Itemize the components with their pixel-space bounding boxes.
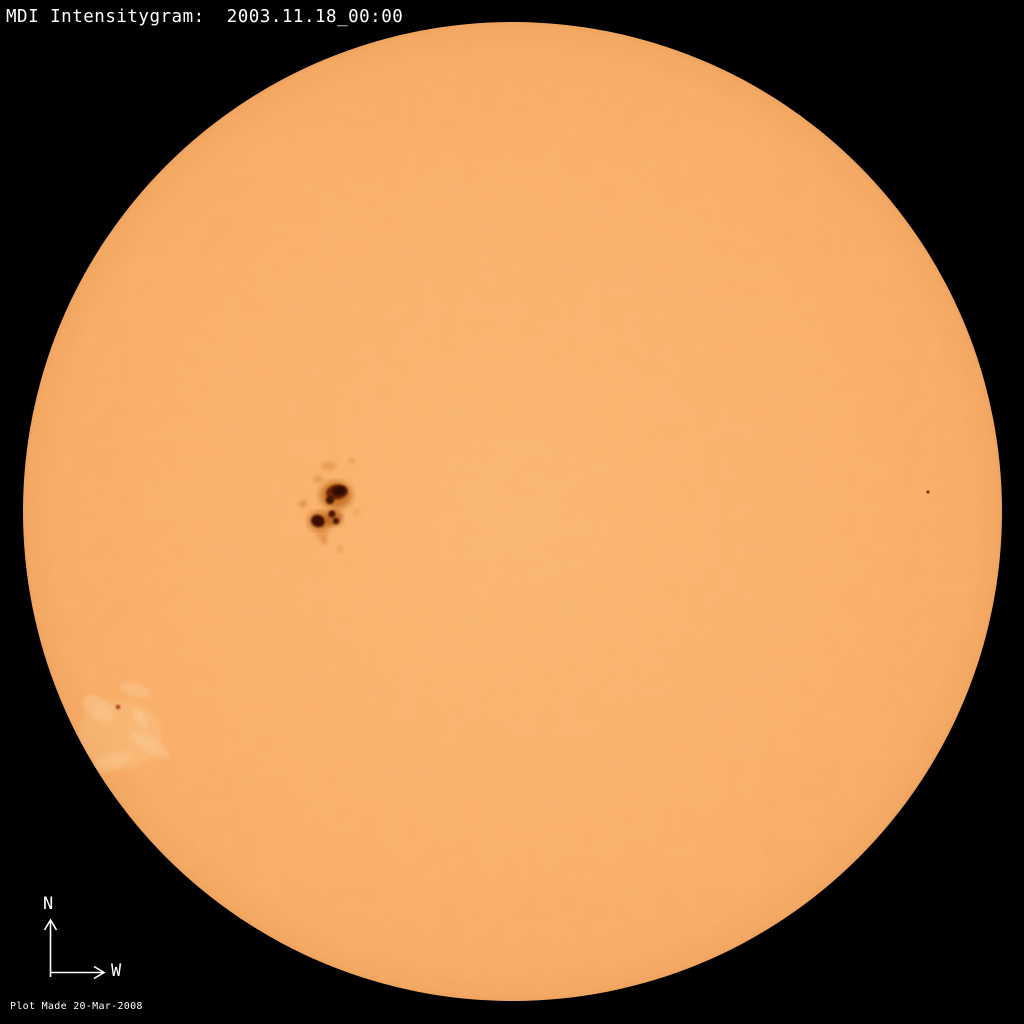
faculae-patch [78,682,170,773]
compass-arrows [43,918,106,980]
plot-made-label: Plot Made 20-Mar-2008 [10,1001,143,1012]
trailing-sunspots [308,510,343,531]
compass-west-label: W [111,961,122,981]
west-arrow-head [93,965,106,980]
small-pore-right-limb [926,490,930,494]
image-title: MDI Intensitygram: 2003.11.18_00:00 [6,7,404,27]
small-pore-lower-left [115,704,121,710]
sunspot-group [300,458,360,552]
compass-north-label: N [43,894,54,914]
north-arrow-head [43,918,58,931]
leading-sunspot [320,481,352,509]
